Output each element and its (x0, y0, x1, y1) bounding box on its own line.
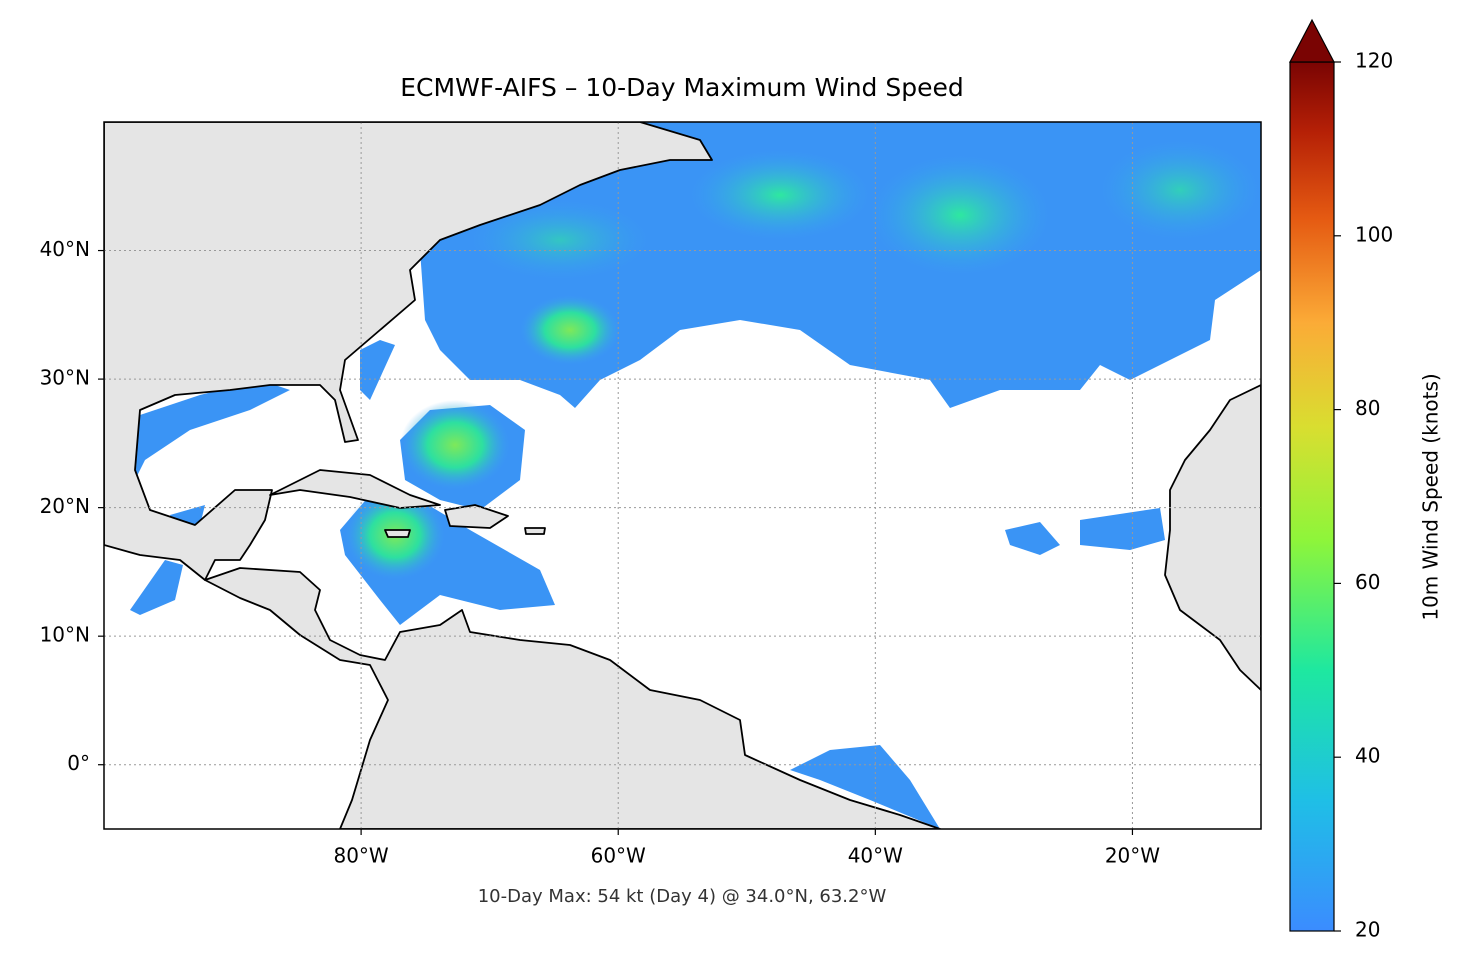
y-tick-label: 30°N (40, 366, 90, 390)
colorbar-tick-label: 20 (1355, 918, 1380, 942)
colorbar-label: 10m Wind Speed (knots) (1419, 373, 1443, 620)
wind-field (130, 122, 1261, 829)
colorbar-tick-label: 80 (1355, 396, 1380, 420)
x-tick-label: 60°W (591, 844, 646, 868)
colorbar-tick-label: 60 (1355, 570, 1380, 594)
annotation: 10-Day Max: 54 kt (Day 4) @ 34.0°N, 63.2… (478, 886, 887, 907)
map (104, 122, 1261, 829)
colorbar-tick-label: 120 (1355, 49, 1393, 73)
colorbar-tick-label: 100 (1355, 222, 1393, 246)
chart-title: ECMWF-AIFS – 10-Day Maximum Wind Speed (400, 73, 964, 102)
x-tick-label: 20°W (1105, 844, 1160, 868)
colorbar-tick-label: 40 (1355, 744, 1380, 768)
y-tick-label: 10°N (40, 623, 90, 647)
colorbar-extend (1289, 18, 1335, 63)
plot-frame (103, 121, 1262, 830)
y-tick-label: 20°N (40, 494, 90, 518)
colorbar (1289, 61, 1335, 932)
land (104, 122, 1261, 829)
y-tick-label: 40°N (40, 237, 90, 261)
x-tick-label: 40°W (848, 844, 903, 868)
y-tick-label: 0° (67, 751, 90, 775)
x-tick-label: 80°W (333, 844, 388, 868)
